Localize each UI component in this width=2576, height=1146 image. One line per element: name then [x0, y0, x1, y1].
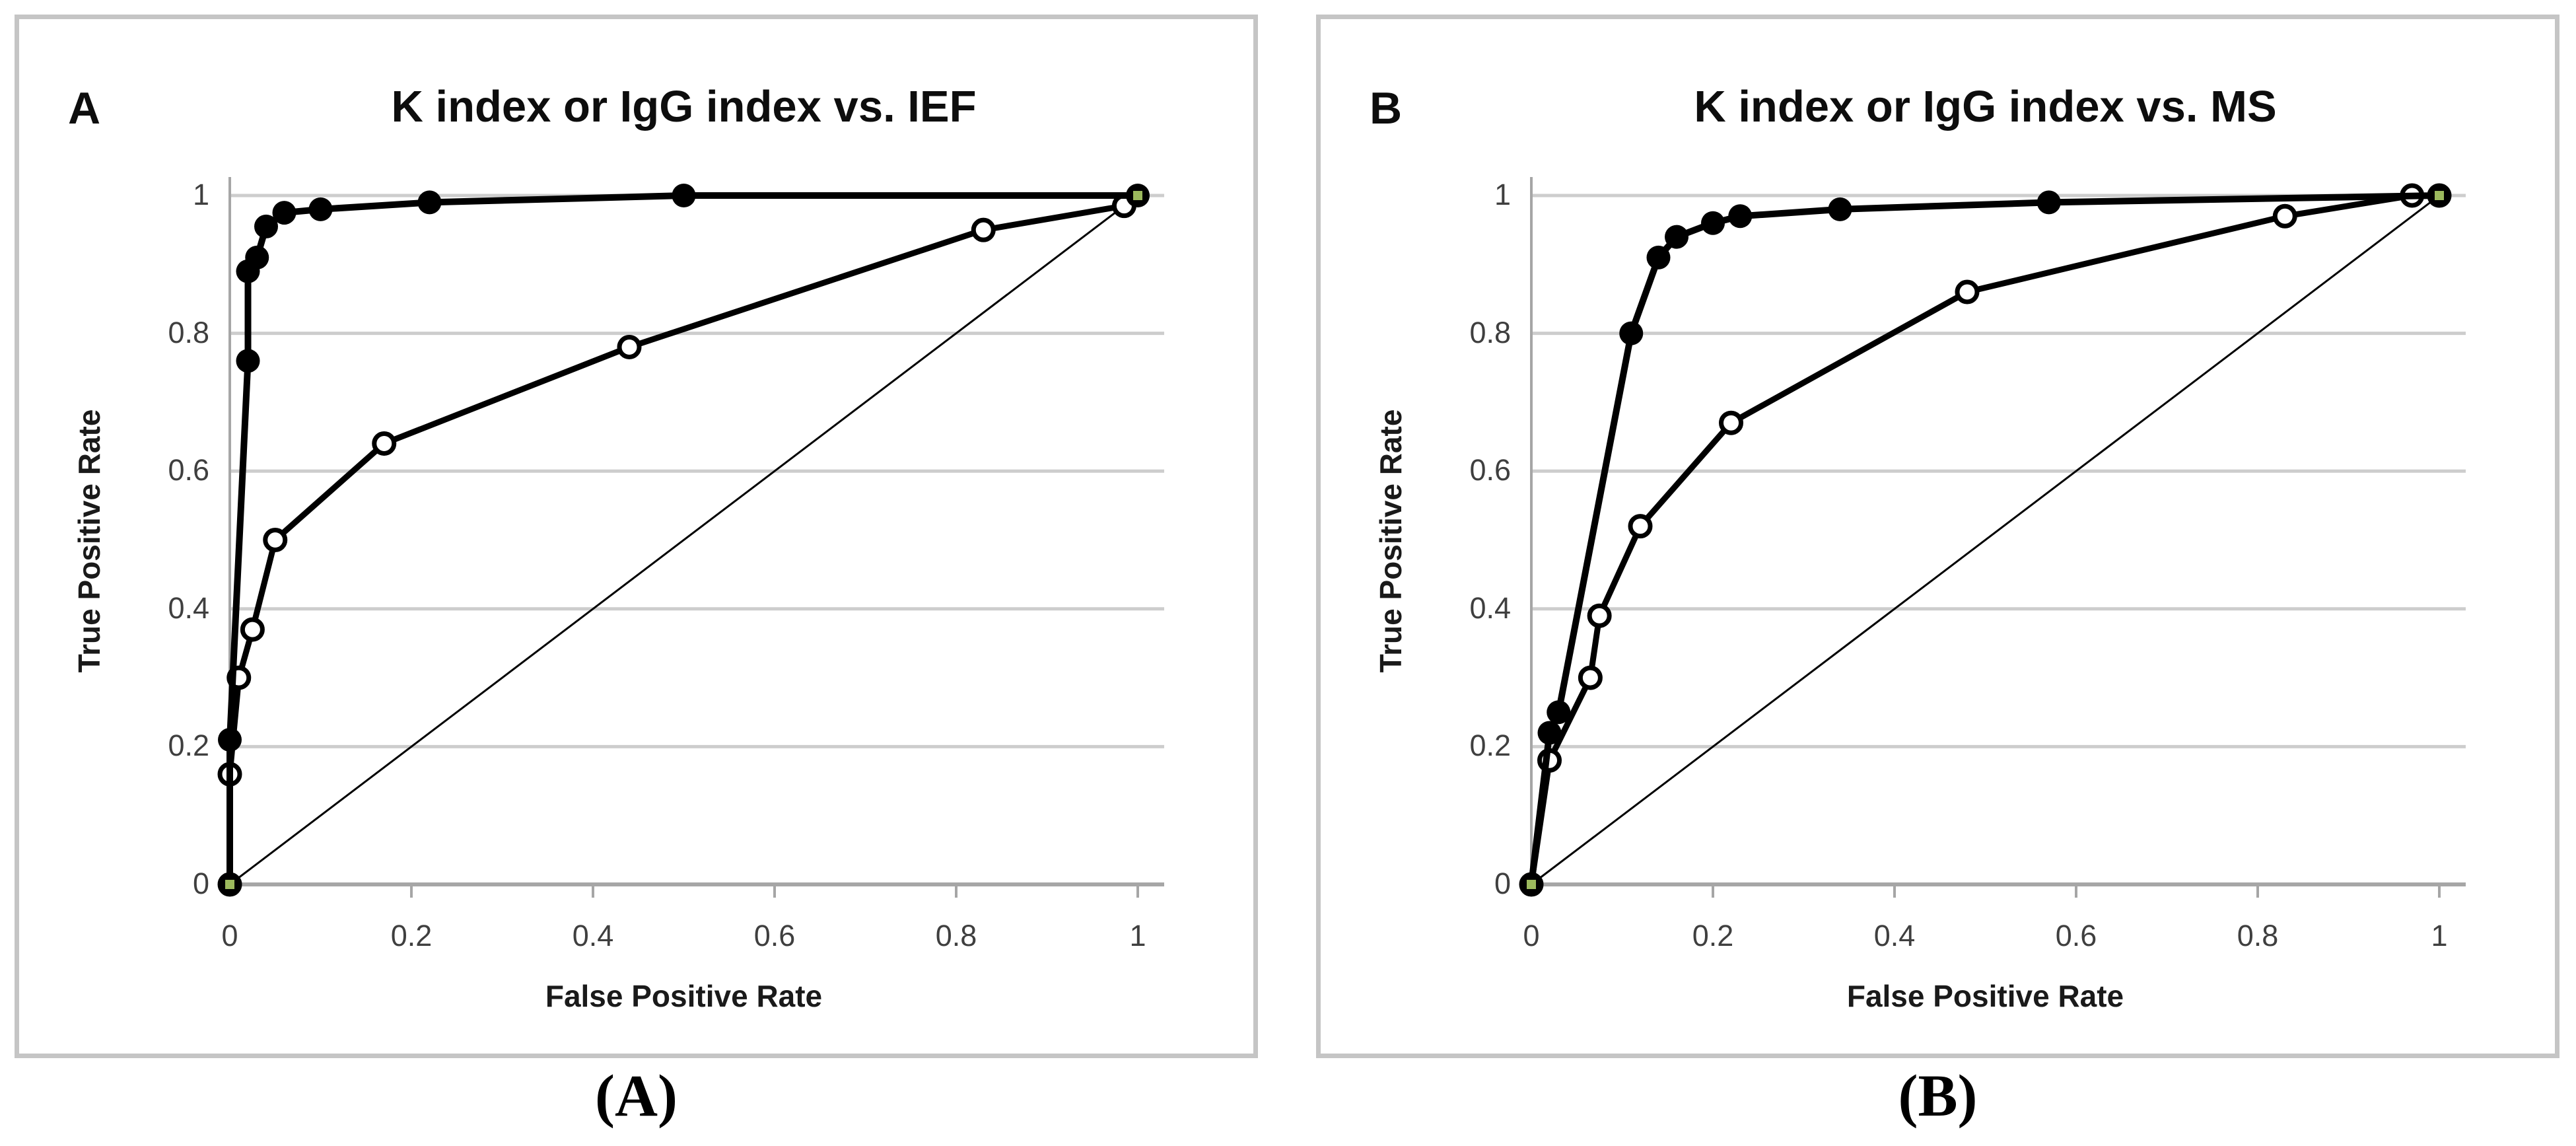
y-tick-label-0.2: 0.2	[1469, 729, 1511, 763]
open-circle-marker	[263, 528, 288, 552]
open-circle-marker	[240, 617, 265, 642]
panel-b-y-axis-label: True Positive Rate	[1374, 409, 1408, 673]
panel-a-letter: A	[68, 83, 101, 133]
chance-diagonal-line	[229, 194, 1138, 886]
filled-circle-marker	[672, 184, 696, 207]
open-circle-marker	[1955, 279, 1980, 304]
filled-circle-marker	[1728, 204, 1753, 229]
x-tick-label-0.4: 0.4	[572, 919, 614, 952]
panel-a-x-axis-label: False Positive Rate	[545, 979, 823, 1013]
y-tick-label-0: 0	[1494, 867, 1511, 900]
x-tick-label-0.6: 0.6	[2055, 919, 2097, 952]
x-tick-label-0: 0	[221, 919, 238, 952]
plot-area	[217, 177, 1164, 898]
open-circle-marker	[971, 217, 996, 242]
x-tick-label-0.8: 0.8	[2237, 919, 2279, 952]
filled-circle-marker	[1701, 211, 1725, 235]
accent-green-square	[2435, 191, 2444, 200]
filled-circle-marker	[236, 349, 260, 373]
filled-circle-marker	[218, 727, 242, 752]
y-tick-label-0.4: 0.4	[1469, 591, 1511, 625]
filled-circle-marker	[1646, 245, 1671, 269]
open-circle-marker	[1719, 410, 1743, 435]
open-circle-marker	[617, 334, 642, 359]
y-tick-label-0.6: 0.6	[1469, 453, 1511, 487]
x-tick-label-0.2: 0.2	[1692, 919, 1734, 952]
panel-b-x-axis-label: False Positive Rate	[1846, 979, 2124, 1013]
filled-circle-marker	[254, 214, 278, 238]
open-series-line	[1528, 192, 2439, 885]
y-tick-label-0.8: 0.8	[1469, 315, 1511, 349]
filled-circle-marker	[1665, 225, 1688, 249]
x-tick-label-0.2: 0.2	[390, 919, 433, 952]
filled-circle-marker	[1537, 721, 1562, 745]
open-circle-marker	[2272, 203, 2297, 229]
panel-b-title: K index or IgG index vs. MS	[1694, 82, 2277, 131]
panel-a-y-axis-label: True Positive Rate	[72, 409, 106, 673]
filled-circle-marker	[1619, 321, 1644, 345]
filled-circle-marker	[1828, 197, 1852, 221]
plot-area	[1519, 177, 2466, 898]
y-tick-label-0: 0	[192, 867, 209, 900]
accent-green-square	[225, 880, 234, 889]
filled-circle-marker	[1547, 700, 1571, 725]
y-tick-label-0.6: 0.6	[168, 453, 209, 487]
panel-a-chart: A K index or IgG index vs. IEF True Posi…	[15, 15, 1258, 1058]
open-circle-marker	[1578, 665, 1603, 690]
panel-b-chart: B K index or IgG index vs. MS True Posit…	[1316, 15, 2559, 1058]
filled-circle-marker	[245, 245, 269, 269]
filled-circle-marker	[272, 201, 296, 225]
accent-green-square	[1133, 191, 1142, 200]
x-tick-label-1: 1	[1129, 919, 1146, 952]
x-tick-label-0.8: 0.8	[935, 919, 977, 952]
y-tick-label-0.4: 0.4	[168, 591, 209, 625]
filled-circle-marker	[2036, 190, 2061, 215]
filled-circle-marker	[308, 197, 333, 221]
open-circle-marker	[1587, 603, 1612, 628]
x-tick-label-0: 0	[1523, 919, 1540, 952]
panel-b-letter: B	[1370, 83, 1403, 133]
open-circle-marker	[372, 431, 397, 456]
y-tick-label-1: 1	[1494, 178, 1511, 211]
panel-a-title: K index or IgG index vs. IEF	[391, 82, 977, 131]
chance-diagonal-line	[1531, 194, 2440, 886]
accent-green-square	[1527, 880, 1536, 889]
caption-b: (B)	[1898, 1063, 1978, 1129]
caption-a: (A)	[595, 1063, 678, 1129]
x-tick-label-0.4: 0.4	[1873, 919, 1916, 952]
x-tick-label-1: 1	[2431, 919, 2448, 952]
y-tick-label-0.8: 0.8	[168, 315, 209, 349]
y-tick-label-1: 1	[192, 178, 209, 211]
open-circle-marker	[1628, 514, 1653, 539]
filled-circle-marker	[417, 190, 442, 215]
y-tick-label-0.2: 0.2	[168, 729, 209, 763]
x-tick-label-0.6: 0.6	[753, 919, 796, 952]
